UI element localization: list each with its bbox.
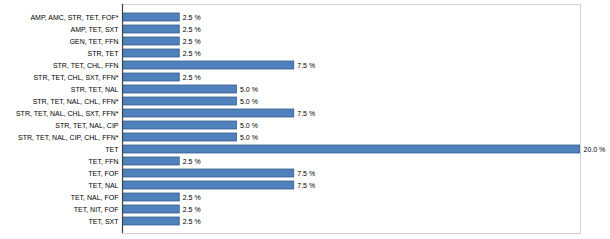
svg-text:2.5 %: 2.5 % [183, 206, 201, 213]
svg-text:7.5 %: 7.5 % [297, 170, 315, 177]
svg-text:TET, FOF: TET, FOF [88, 170, 118, 177]
svg-text:2.5 %: 2.5 % [183, 194, 201, 201]
svg-text:GEN, TET, FFN: GEN, TET, FFN [70, 38, 119, 45]
svg-text:AMP, AMC, STR, TET, FOF*: AMP, AMC, STR, TET, FOF* [30, 14, 118, 21]
svg-text:5.0 %: 5.0 % [240, 134, 258, 141]
svg-text:7.5 %: 7.5 % [297, 182, 315, 189]
svg-text:5.0 %: 5.0 % [240, 98, 258, 105]
svg-text:2.5 %: 2.5 % [183, 38, 201, 45]
svg-text:TET, NAL, FOF: TET, NAL, FOF [71, 194, 119, 201]
svg-text:STR, TET, CHL, FFN: STR, TET, CHL, FFN [53, 62, 119, 69]
svg-text:2.5 %: 2.5 % [183, 26, 201, 33]
svg-text:TET, NAL: TET, NAL [89, 182, 119, 189]
svg-text:STR, TET, NAL, CIP: STR, TET, NAL, CIP [55, 122, 119, 129]
svg-text:2.5 %: 2.5 % [183, 50, 201, 57]
svg-text:2.5 %: 2.5 % [183, 158, 201, 165]
svg-text:TET: TET [105, 146, 119, 153]
svg-text:STR, TET, NAL, CHL, FFN*: STR, TET, NAL, CHL, FFN* [33, 98, 119, 105]
svg-text:7.5 %: 7.5 % [297, 62, 315, 69]
svg-text:2.5 %: 2.5 % [183, 74, 201, 81]
svg-text:TET, NIT, FOF: TET, NIT, FOF [74, 206, 119, 213]
svg-text:STR, TET, CHL, SXT, FFN*: STR, TET, CHL, SXT, FFN* [33, 74, 118, 81]
svg-text:2.5 %: 2.5 % [183, 14, 201, 21]
svg-text:STR, TET, NAL, CHL, SXT, FFN*: STR, TET, NAL, CHL, SXT, FFN* [16, 110, 119, 117]
svg-text:7.5 %: 7.5 % [297, 110, 315, 117]
svg-text:5.0 %: 5.0 % [240, 86, 258, 93]
svg-text:5.0 %: 5.0 % [240, 122, 258, 129]
svg-text:20.0 %: 20.0 % [584, 146, 606, 153]
svg-text:STR, TET, NAL, CIP, CHL, FFN*: STR, TET, NAL, CIP, CHL, FFN* [18, 134, 119, 141]
svg-text:STR, TET, NAL: STR, TET, NAL [71, 86, 119, 93]
svg-text:TET, SXT: TET, SXT [89, 218, 120, 225]
svg-text:TET, FFN: TET, FFN [89, 158, 119, 165]
svg-text:AMP, TET, SXT: AMP, TET, SXT [71, 26, 120, 33]
svg-text:2.5 %: 2.5 % [183, 218, 201, 225]
svg-text:STR, TET: STR, TET [88, 50, 120, 57]
